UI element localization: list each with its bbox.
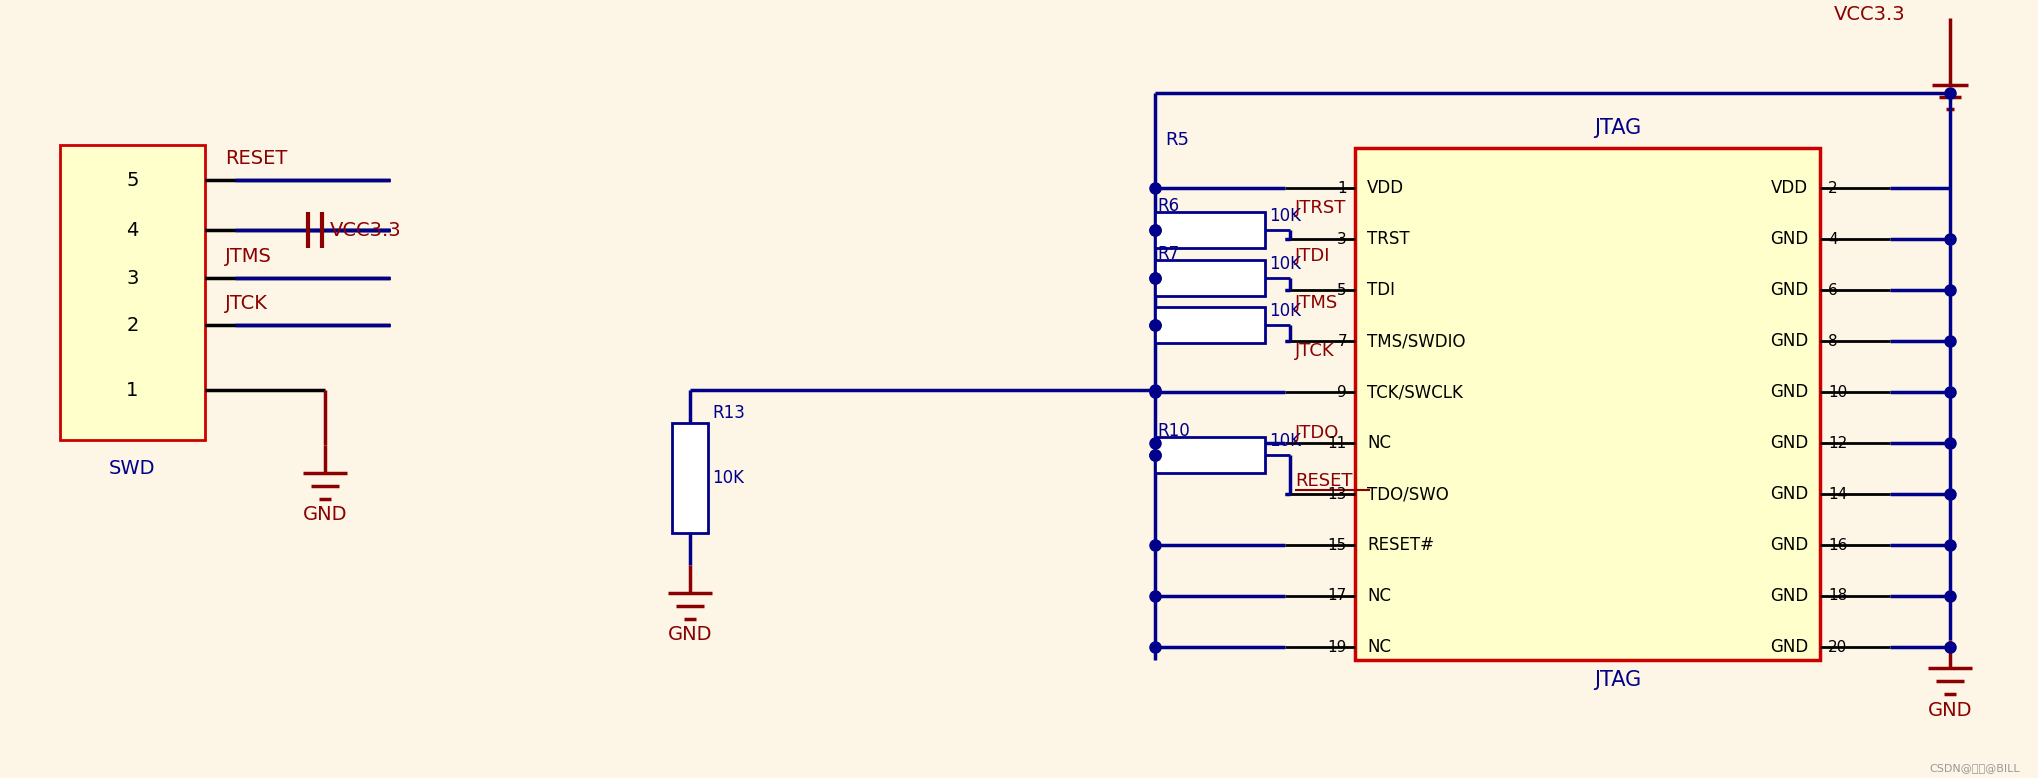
Bar xyxy=(673,422,707,532)
Text: JTMS: JTMS xyxy=(1294,294,1339,312)
Text: GND: GND xyxy=(668,626,711,644)
Bar xyxy=(1156,307,1266,343)
Text: 19: 19 xyxy=(1327,640,1347,654)
Text: TDI: TDI xyxy=(1367,281,1394,299)
Bar xyxy=(1355,148,1820,660)
Text: 5: 5 xyxy=(126,170,139,190)
Text: TCK/SWCLK: TCK/SWCLK xyxy=(1367,383,1463,401)
Text: GND: GND xyxy=(1769,638,1808,656)
Text: 17: 17 xyxy=(1327,588,1347,604)
Text: 13: 13 xyxy=(1327,486,1347,502)
Text: 7: 7 xyxy=(1337,334,1347,349)
Text: 10K: 10K xyxy=(1270,207,1300,225)
Text: JTDI: JTDI xyxy=(1294,247,1331,265)
Text: JTAG: JTAG xyxy=(1594,118,1641,138)
Text: GND: GND xyxy=(1769,230,1808,248)
Bar xyxy=(1156,437,1266,473)
Text: GND: GND xyxy=(304,506,346,524)
Bar xyxy=(59,145,206,440)
Text: 2: 2 xyxy=(1828,180,1838,195)
Text: JTMS: JTMS xyxy=(224,247,271,265)
Text: JTDO: JTDO xyxy=(1294,424,1339,442)
Text: 2: 2 xyxy=(126,316,139,335)
Text: CSDN@高调@BILL: CSDN@高调@BILL xyxy=(1930,763,2020,773)
Text: R5: R5 xyxy=(1166,131,1188,149)
Text: VCC3.3: VCC3.3 xyxy=(330,220,401,240)
Bar xyxy=(1156,260,1266,296)
Text: 16: 16 xyxy=(1828,538,1846,552)
Text: RESET: RESET xyxy=(1294,472,1353,490)
Text: NC: NC xyxy=(1367,587,1392,605)
Text: 6: 6 xyxy=(1828,282,1838,297)
Text: R7: R7 xyxy=(1158,245,1180,263)
Text: GND: GND xyxy=(1769,587,1808,605)
Text: 8: 8 xyxy=(1828,334,1838,349)
Text: GND: GND xyxy=(1769,485,1808,503)
Text: GND: GND xyxy=(1769,434,1808,452)
Text: 1: 1 xyxy=(1337,180,1347,195)
Text: 10K: 10K xyxy=(1270,302,1300,320)
Text: 14: 14 xyxy=(1828,486,1846,502)
Text: VDD: VDD xyxy=(1367,179,1404,197)
Text: 9: 9 xyxy=(1337,384,1347,399)
Text: JTAG: JTAG xyxy=(1594,670,1641,690)
Text: R10: R10 xyxy=(1158,422,1190,440)
Text: R13: R13 xyxy=(711,404,744,422)
Text: VDD: VDD xyxy=(1771,179,1808,197)
Text: 3: 3 xyxy=(126,268,139,288)
Text: 4: 4 xyxy=(1828,232,1838,247)
Text: 20: 20 xyxy=(1828,640,1846,654)
Text: VCC3.3: VCC3.3 xyxy=(1834,5,1906,23)
Text: JTRST: JTRST xyxy=(1294,199,1347,217)
Text: TDO/SWO: TDO/SWO xyxy=(1367,485,1449,503)
Text: 11: 11 xyxy=(1327,436,1347,450)
Text: 10K: 10K xyxy=(1270,255,1300,273)
Text: RESET#: RESET# xyxy=(1367,536,1435,554)
Text: TRST: TRST xyxy=(1367,230,1410,248)
Text: 5: 5 xyxy=(1337,282,1347,297)
Text: TMS/SWDIO: TMS/SWDIO xyxy=(1367,332,1465,350)
Text: 10K: 10K xyxy=(1270,432,1300,450)
Text: JTCK: JTCK xyxy=(1294,342,1335,360)
Text: NC: NC xyxy=(1367,434,1392,452)
Text: GND: GND xyxy=(1769,536,1808,554)
Text: NC: NC xyxy=(1367,638,1392,656)
Text: GND: GND xyxy=(1769,281,1808,299)
Text: 3: 3 xyxy=(1337,232,1347,247)
Text: 18: 18 xyxy=(1828,588,1846,604)
Text: R6: R6 xyxy=(1158,197,1180,215)
Text: RESET: RESET xyxy=(224,149,287,167)
Text: 1: 1 xyxy=(126,380,139,399)
Text: 12: 12 xyxy=(1828,436,1846,450)
Text: GND: GND xyxy=(1769,383,1808,401)
Text: 10: 10 xyxy=(1828,384,1846,399)
Text: 4: 4 xyxy=(126,220,139,240)
Text: 10K: 10K xyxy=(711,468,744,486)
Text: 15: 15 xyxy=(1327,538,1347,552)
Bar xyxy=(1156,212,1266,248)
Text: GND: GND xyxy=(1769,332,1808,350)
Text: GND: GND xyxy=(1928,700,1973,720)
Text: SWD: SWD xyxy=(110,458,155,478)
Text: JTCK: JTCK xyxy=(224,293,267,313)
